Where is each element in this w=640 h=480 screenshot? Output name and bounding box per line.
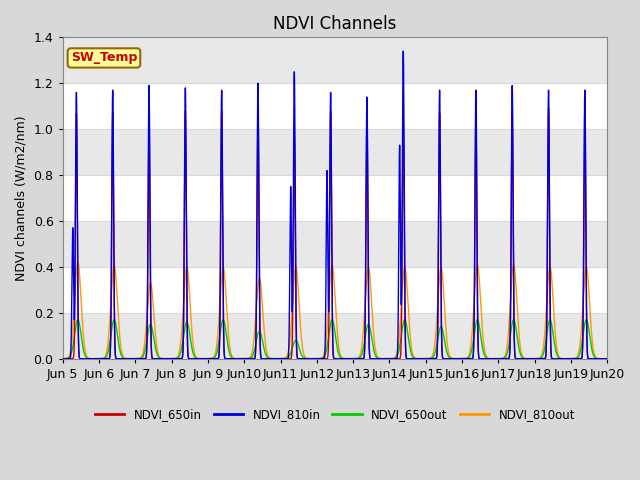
Bar [63, 175, 607, 221]
Title: NDVI Channels: NDVI Channels [273, 15, 397, 33]
Y-axis label: NDVI channels (W/m2/nm): NDVI channels (W/m2/nm) [15, 115, 28, 281]
Text: SW_Temp: SW_Temp [71, 51, 137, 64]
Bar [63, 83, 607, 129]
Legend: NDVI_650in, NDVI_810in, NDVI_650out, NDVI_810out: NDVI_650in, NDVI_810in, NDVI_650out, NDV… [90, 403, 580, 426]
Bar [63, 313, 607, 359]
Bar [63, 37, 607, 83]
Bar [63, 267, 607, 313]
Bar [63, 129, 607, 175]
Bar [63, 221, 607, 267]
